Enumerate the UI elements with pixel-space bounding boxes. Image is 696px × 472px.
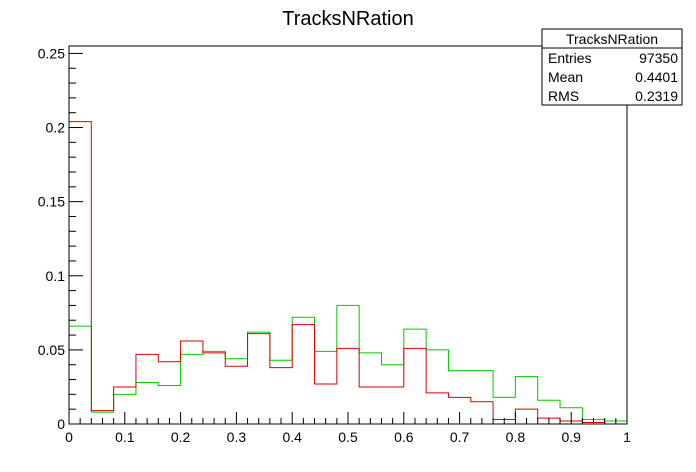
stats-value-entries: 97350 <box>639 50 678 66</box>
stats-label-mean: Mean <box>548 69 583 85</box>
stats-label-rms: RMS <box>548 88 579 104</box>
stats-value-rms: 0.2319 <box>635 88 678 104</box>
histogram-series-2 <box>68 121 627 425</box>
y-tick-label: 0.1 <box>46 268 66 284</box>
stats-label-entries: Entries <box>548 50 592 66</box>
axes: 0 0.1 0.2 0.3 0.4 0.5 0.6 0.7 0.8 0.9 1 0 0.05 0.1 0.1… <box>38 45 631 445</box>
x-tick-label: 0.1 <box>115 429 135 445</box>
stats-box: TracksNRation Entries 97350 Mean 0.4401 RMS 0.… <box>541 28 683 106</box>
stats-value-mean: 0.4401 <box>635 69 678 85</box>
x-tick-label: 0.4 <box>282 429 302 445</box>
x-tick-label: 0 <box>65 429 73 445</box>
y-tick-label: 0.15 <box>38 194 65 210</box>
stats-box-frame <box>541 28 683 106</box>
y-tick-label: 0.25 <box>38 45 65 61</box>
x-tick-label: 0.5 <box>338 429 358 445</box>
x-tick-label: 1 <box>623 429 631 445</box>
y-tick-label: 0.05 <box>38 342 65 358</box>
x-tick-label: 0.3 <box>227 429 247 445</box>
x-tick-label: 0.6 <box>394 429 414 445</box>
y-tick-label: 0.2 <box>46 120 66 136</box>
x-tick-label: 0.9 <box>561 429 581 445</box>
x-tick-label: 0.2 <box>171 429 191 445</box>
plot-area <box>68 121 628 425</box>
x-tick-label: 0.8 <box>506 429 526 445</box>
stats-box-title: TracksNRation <box>566 31 658 47</box>
x-tick-label: 0.7 <box>450 429 470 445</box>
histogram-series-1 <box>68 304 628 424</box>
chart-title: TracksNRation <box>282 8 414 30</box>
y-tick-label: 0 <box>57 416 65 432</box>
